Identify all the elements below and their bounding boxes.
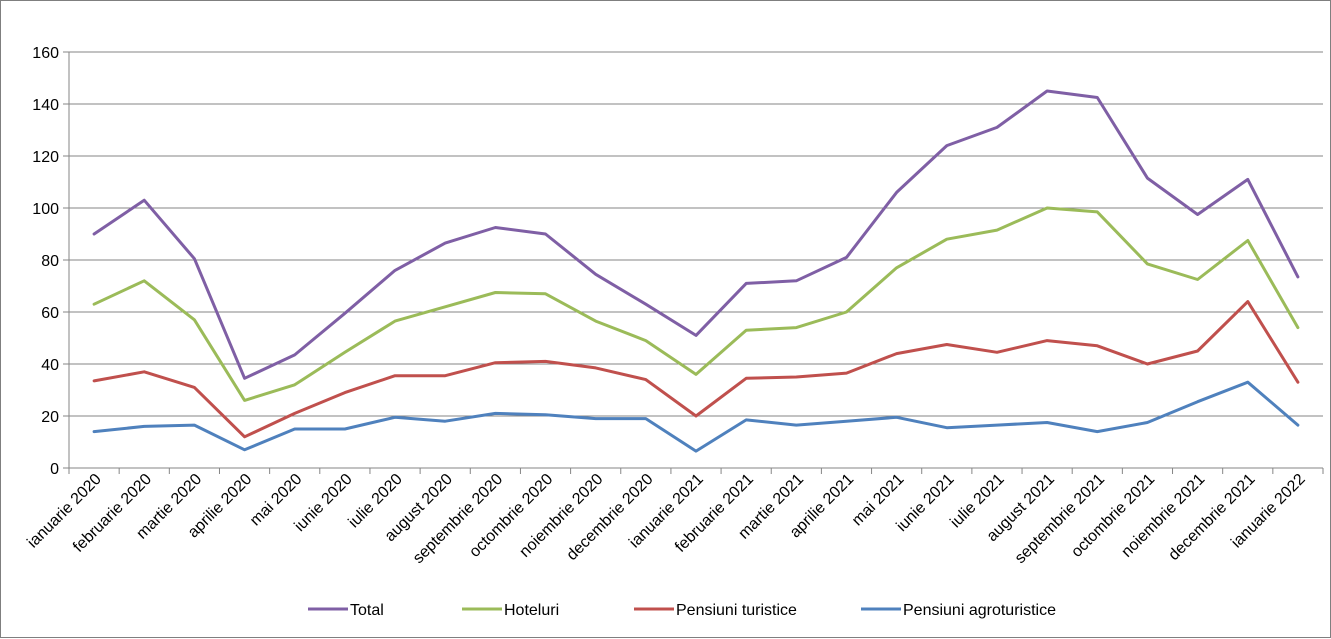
y-tick-label: 120 (32, 149, 59, 166)
series-line-hoteluri (92, 206, 1300, 402)
y-tick-label: 160 (32, 45, 59, 62)
x-tick-label: decembrie 2020 (564, 471, 657, 564)
y-tick-label: 100 (32, 201, 59, 218)
legend-label: Total (350, 602, 384, 619)
y-tick-label: 40 (41, 357, 59, 374)
legend-label: Pensiuni turistice (676, 602, 797, 619)
series-line-pensiuni-turistice (92, 300, 1300, 439)
series-line-total (92, 89, 1300, 380)
legend-label: Hoteluri (504, 602, 559, 619)
gridlines (69, 51, 1323, 417)
y-tick-label: 140 (32, 97, 59, 114)
x-tick-label: decembrie 2021 (1165, 471, 1258, 564)
y-tick-label: 60 (41, 305, 59, 322)
y-tick-label: 20 (41, 409, 59, 426)
y-axis-ticks: 0 20 40 60 80 100 120 140 160 (32, 45, 69, 478)
x-tick-label: septembrie 2021 (1012, 471, 1108, 567)
legend-label: Pensiuni agroturistice (903, 602, 1056, 619)
y-tick-label: 80 (41, 253, 59, 270)
series-lines (92, 89, 1300, 453)
y-tick-label: 0 (50, 461, 59, 478)
x-tick-label: septembrie 2020 (410, 471, 506, 567)
legend: Total Hoteluri Pensiuni turistice Pensiuni … (308, 602, 1056, 619)
series-line-pensiuni-agroturistice (92, 380, 1300, 453)
